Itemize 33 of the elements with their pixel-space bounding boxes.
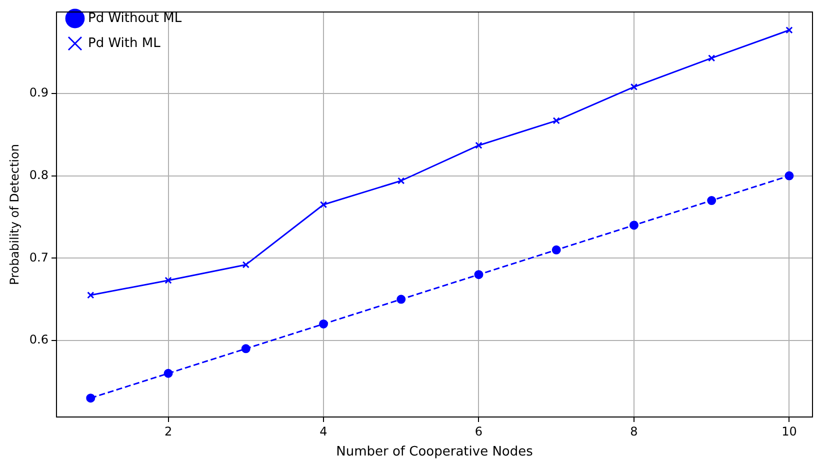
y-tick-label: 0.9 [29,86,48,100]
x-tick-label: 10 [782,424,797,438]
x-tick-label: 6 [474,424,483,438]
y-tick-label: 0.6 [29,332,48,347]
y-tick-label: 0.8 [29,168,48,182]
point [164,276,172,284]
point [474,270,484,280]
point [396,294,406,304]
point [241,344,250,354]
point [629,220,638,230]
x-tick-label: 4 [320,424,328,438]
legend-label: Pd With ML [88,36,162,51]
point [86,394,96,403]
point [786,26,793,34]
point [552,117,560,124]
point [630,83,638,90]
point [784,171,794,180]
point [318,319,328,328]
y-axis-title: Probability of Detection [7,144,22,285]
x-tick-label: 2 [164,424,172,438]
x-axis-title: Number of Cooperative Nodes [336,444,534,460]
point [242,261,250,268]
point [87,292,94,299]
point [708,54,716,62]
point [398,177,405,184]
point [475,142,482,149]
point [552,245,561,254]
point [707,196,716,206]
legend-label: Pd Without ML [88,10,182,26]
x-tick-label: 8 [630,424,638,438]
point [164,368,173,378]
point [320,201,328,208]
y-tick-label: 0.7 [29,250,48,264]
